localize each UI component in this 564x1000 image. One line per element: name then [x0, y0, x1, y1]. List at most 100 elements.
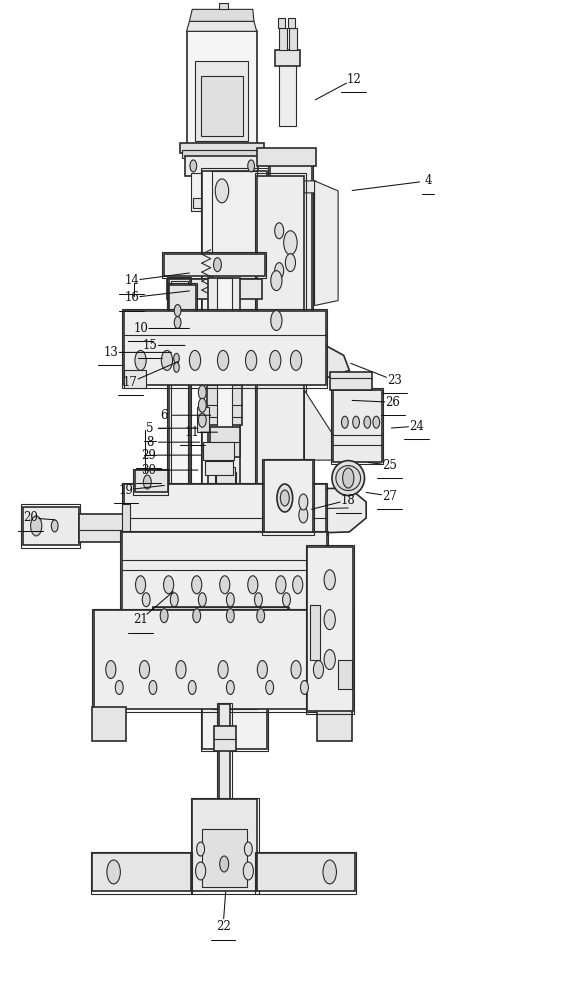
Circle shape — [196, 862, 206, 880]
Circle shape — [190, 350, 201, 370]
Bar — [170, 336, 193, 372]
Polygon shape — [259, 181, 327, 193]
Circle shape — [214, 258, 222, 272]
Bar — [171, 281, 188, 508]
Polygon shape — [187, 21, 257, 31]
Text: 25: 25 — [382, 459, 397, 472]
Circle shape — [244, 842, 252, 856]
Bar — [122, 504, 130, 548]
Circle shape — [218, 350, 228, 370]
Bar — [205, 461, 232, 475]
Circle shape — [324, 610, 336, 630]
Bar — [264, 460, 314, 532]
Bar — [277, 18, 285, 28]
Bar — [124, 484, 326, 532]
Text: 13: 13 — [103, 346, 118, 359]
Bar — [21, 504, 80, 548]
Circle shape — [280, 490, 289, 506]
Text: 24: 24 — [409, 420, 424, 433]
Circle shape — [106, 661, 116, 679]
Polygon shape — [315, 181, 338, 306]
Text: 6: 6 — [160, 409, 168, 422]
Bar — [122, 483, 327, 535]
Bar — [202, 171, 267, 749]
Circle shape — [190, 160, 197, 172]
Text: 19: 19 — [118, 484, 134, 497]
Bar — [191, 798, 259, 894]
Circle shape — [51, 520, 58, 532]
Circle shape — [135, 576, 146, 594]
Circle shape — [161, 350, 173, 370]
Bar — [180, 143, 264, 153]
Polygon shape — [190, 9, 254, 21]
Bar — [122, 309, 327, 388]
Bar — [270, 161, 312, 380]
Polygon shape — [259, 488, 366, 535]
Bar — [218, 703, 232, 801]
Bar — [193, 198, 250, 208]
Circle shape — [188, 680, 196, 694]
Circle shape — [257, 661, 267, 679]
Bar — [289, 28, 297, 50]
Text: 26: 26 — [386, 396, 400, 409]
Circle shape — [142, 593, 150, 607]
Text: 11: 11 — [185, 426, 200, 439]
Circle shape — [364, 416, 371, 428]
Bar — [169, 279, 190, 510]
Bar — [288, 18, 296, 28]
Bar — [214, 726, 236, 751]
Circle shape — [30, 516, 42, 536]
Bar — [201, 76, 243, 136]
Bar — [195, 61, 248, 141]
Bar — [94, 610, 349, 709]
Text: 10: 10 — [133, 322, 148, 335]
Text: 22: 22 — [215, 920, 231, 933]
Circle shape — [199, 593, 206, 607]
Circle shape — [199, 398, 206, 412]
Circle shape — [245, 350, 257, 370]
Bar — [167, 279, 262, 299]
Circle shape — [273, 356, 280, 368]
Bar — [212, 171, 257, 709]
Circle shape — [275, 223, 284, 239]
Circle shape — [248, 576, 258, 594]
Circle shape — [271, 311, 282, 330]
Circle shape — [277, 484, 293, 512]
Bar — [338, 660, 352, 689]
Bar — [216, 467, 235, 495]
Text: 18: 18 — [341, 494, 355, 507]
Bar — [91, 852, 192, 894]
Text: 14: 14 — [124, 274, 139, 287]
Circle shape — [218, 661, 228, 679]
Bar — [257, 176, 305, 520]
Bar — [192, 799, 257, 891]
Bar — [79, 514, 125, 542]
Bar — [279, 61, 296, 126]
Text: 15: 15 — [143, 339, 157, 352]
Circle shape — [226, 593, 234, 607]
Circle shape — [284, 231, 297, 255]
Bar — [210, 427, 240, 457]
Bar — [191, 173, 253, 211]
Circle shape — [107, 860, 120, 884]
Text: 27: 27 — [382, 490, 397, 503]
Circle shape — [220, 576, 230, 594]
Polygon shape — [259, 338, 349, 382]
Circle shape — [174, 353, 179, 363]
Circle shape — [193, 609, 201, 623]
Bar — [306, 545, 354, 714]
Bar — [167, 277, 191, 512]
Bar — [262, 459, 314, 535]
Bar — [92, 707, 126, 741]
Circle shape — [271, 271, 282, 291]
Circle shape — [226, 609, 234, 623]
Bar — [204, 442, 234, 460]
Bar — [255, 173, 306, 522]
Bar — [275, 50, 300, 66]
Bar — [167, 283, 197, 334]
Bar — [330, 372, 372, 390]
Text: 5: 5 — [147, 422, 154, 435]
Bar — [257, 148, 316, 166]
Circle shape — [299, 507, 308, 523]
Bar — [124, 311, 326, 385]
